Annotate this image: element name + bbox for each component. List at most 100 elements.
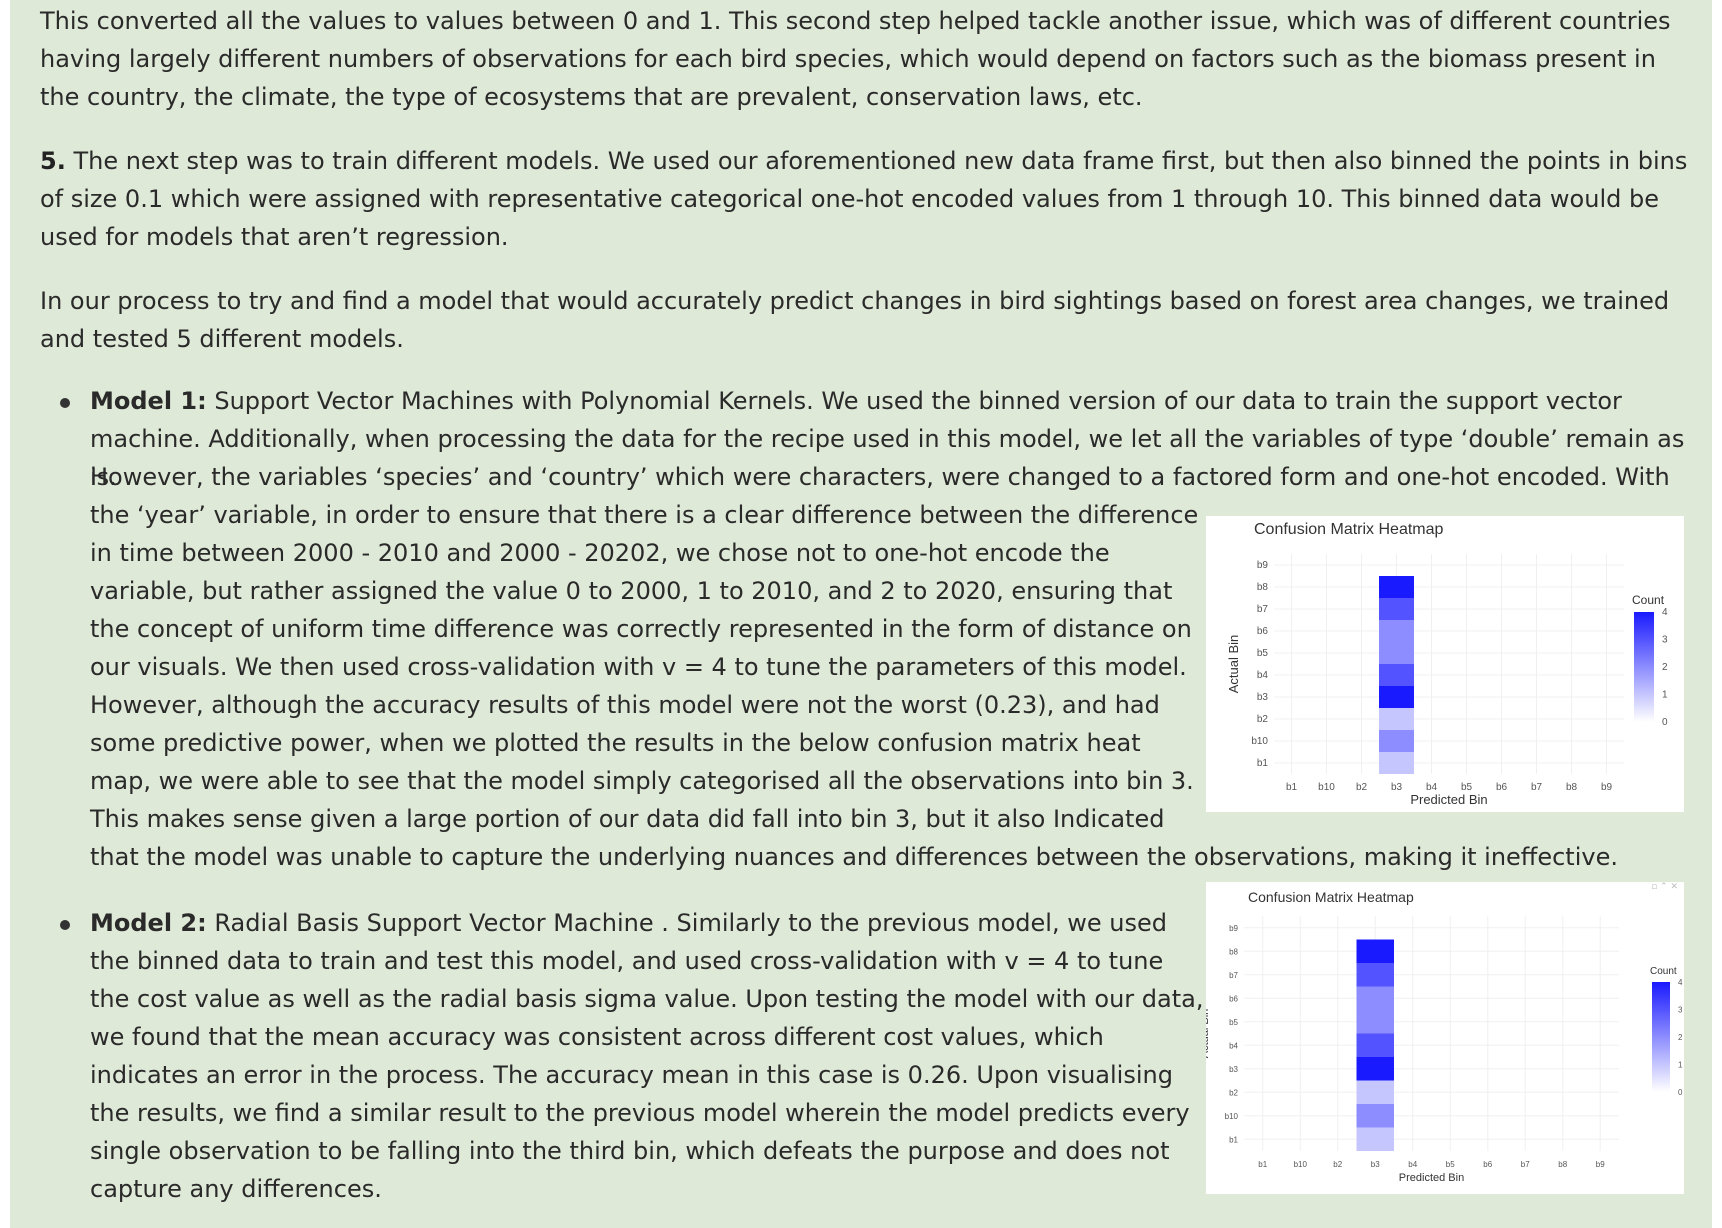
heatmap-cell	[1356, 1127, 1394, 1151]
model1-line3: However, the variables ‘species’ and ‘co…	[90, 463, 1670, 491]
x-tick-label: b2	[1333, 1160, 1342, 1169]
legend-tick-label: 1	[1678, 1061, 1683, 1070]
legend-title: Count	[1632, 593, 1665, 607]
y-tick-label: b6	[1257, 626, 1269, 637]
x-tick-label: b7	[1531, 782, 1543, 793]
chart-title: Confusion Matrix Heatmap	[1254, 521, 1444, 538]
heatmap-cell	[1379, 708, 1414, 730]
y-tick-label: b6	[1229, 994, 1238, 1003]
y-tick-label: b8	[1229, 947, 1238, 956]
legend-tick-label: 0	[1678, 1088, 1683, 1097]
model1-line5: in time between 2000 - 2010 and 2000 - 2…	[90, 539, 1110, 567]
heatmap-cell	[1356, 939, 1394, 963]
heatmap-cell	[1356, 1104, 1394, 1128]
model2-label: Model 2:	[90, 909, 207, 937]
x-tick-label: b3	[1391, 782, 1403, 793]
heatmap-cell	[1379, 730, 1414, 752]
model2-line7: single observation to be falling into th…	[90, 1137, 1170, 1165]
legend-tick-label: 3	[1678, 1006, 1683, 1015]
x-tick-label: b2	[1356, 782, 1368, 793]
heatmap-cell	[1379, 642, 1414, 664]
step5-paragraph: 5. The next step was to train different …	[40, 147, 1688, 251]
legend-colorbar	[1634, 612, 1654, 722]
legend-tick-label: 2	[1678, 1033, 1683, 1042]
heatmap-cell	[1379, 620, 1414, 642]
step5-number: 5.	[40, 147, 66, 175]
legend-tick-label: 4	[1678, 978, 1683, 987]
model2-line6: the results, we find a similar result to…	[90, 1099, 1190, 1127]
y-tick-label: b10	[1251, 736, 1268, 747]
model1-label: Model 1:	[90, 387, 207, 415]
legend-tick-label: 2	[1662, 662, 1668, 673]
y-tick-label: b4	[1257, 670, 1269, 681]
x-tick-label: b5	[1461, 782, 1473, 793]
heatmap-cell	[1379, 576, 1414, 598]
y-tick-label: b1	[1229, 1135, 1238, 1144]
y-tick-label: b3	[1229, 1065, 1238, 1074]
model1-line2: machine. Additionally, when processing t…	[90, 425, 1685, 491]
x-axis-label: Predicted Bin	[1410, 792, 1487, 807]
y-tick-label: b3	[1257, 692, 1269, 703]
model2-line4: we found that the mean accuracy was cons…	[90, 1023, 1104, 1051]
heatmap-cell	[1379, 752, 1414, 774]
legend-colorbar	[1652, 982, 1670, 1092]
y-tick-label: b2	[1229, 1088, 1238, 1097]
y-tick-label: b1	[1257, 758, 1269, 769]
heatmap-cell	[1356, 1057, 1394, 1081]
x-tick-label: b8	[1558, 1160, 1567, 1169]
intro-paragraph: This converted all the values to values …	[40, 7, 1671, 111]
model1-line6: variable, but rather assigned the value …	[90, 577, 1173, 605]
model1-line12: This makes sense given a large portion o…	[90, 805, 1165, 833]
model2-line1: Model 2: Radial Basis Support Vector Mac…	[90, 909, 1167, 937]
model1-line10: some predictive power, when we plotted t…	[90, 729, 1141, 757]
legend-tick-label: 4	[1662, 607, 1668, 618]
model1-line11: map, we were able to see that the model …	[90, 767, 1194, 795]
model2-line2: the binned data to train and test this m…	[90, 947, 1164, 975]
y-axis-label: Actual Bin	[1206, 1009, 1211, 1059]
window-controls-icon: ▫ ⌃ ✕	[1651, 882, 1678, 892]
y-tick-label: b8	[1257, 582, 1269, 593]
x-tick-label: b4	[1426, 782, 1438, 793]
legend-tick-label: 0	[1662, 717, 1668, 728]
x-tick-label: b6	[1496, 782, 1508, 793]
confusion-matrix-chart-1: Confusion Matrix Heatmap b1 b10 b2 b3 b4 b5 b6 b…	[1206, 516, 1684, 812]
legend-title: Count	[1650, 966, 1677, 977]
heatmap-cell	[1379, 664, 1414, 686]
model2-line5: indicates an error in the process. The a…	[90, 1061, 1173, 1089]
model1-line1: Model 1: Support Vector Machines with Po…	[90, 387, 1622, 415]
confusion-matrix-chart-2: ▫ ⌃ ✕ Confusion Matrix Heatmap b1 b10 b2 b3 b…	[1206, 882, 1684, 1194]
x-tick-label: b4	[1408, 1160, 1417, 1169]
heatmap-cell	[1379, 598, 1414, 620]
x-tick-label: b5	[1446, 1160, 1455, 1169]
y-tick-label: b2	[1257, 714, 1269, 725]
process-paragraph: In our process to try and find a model t…	[40, 287, 1670, 353]
heatmap-cell	[1356, 963, 1394, 987]
x-tick-label: b10	[1294, 1160, 1308, 1169]
heatmap-cell	[1356, 986, 1394, 1010]
y-tick-label: b9	[1257, 560, 1269, 571]
x-tick-label: b1	[1286, 782, 1298, 793]
y-tick-label: b7	[1257, 604, 1269, 615]
x-tick-label: b9	[1596, 1160, 1605, 1169]
legend-tick-label: 1	[1662, 690, 1668, 701]
model1-line8: our visuals. We then used cross-validati…	[90, 653, 1187, 681]
heatmap-cell	[1379, 686, 1414, 708]
bullet-dot	[60, 920, 70, 930]
document-panel: This converted all the values to values …	[10, 0, 1712, 1228]
model2-line8: capture any differences.	[90, 1175, 382, 1203]
y-tick-label: b7	[1229, 971, 1238, 980]
y-tick-label: b10	[1225, 1112, 1239, 1121]
y-tick-label: b5	[1257, 648, 1269, 659]
model1-line9: However, although the accuracy results o…	[90, 691, 1160, 719]
x-tick-label: b3	[1371, 1160, 1380, 1169]
x-tick-label: b6	[1483, 1160, 1492, 1169]
y-tick-label: b9	[1229, 924, 1238, 933]
heatmap-cell	[1356, 1010, 1394, 1034]
y-axis-label: Actual Bin	[1226, 635, 1241, 694]
y-tick-label: b4	[1229, 1041, 1238, 1050]
x-tick-label: b9	[1601, 782, 1613, 793]
heatmap-cell	[1356, 1033, 1394, 1057]
chart-title: Confusion Matrix Heatmap	[1248, 889, 1414, 905]
x-tick-label: b7	[1521, 1160, 1530, 1169]
